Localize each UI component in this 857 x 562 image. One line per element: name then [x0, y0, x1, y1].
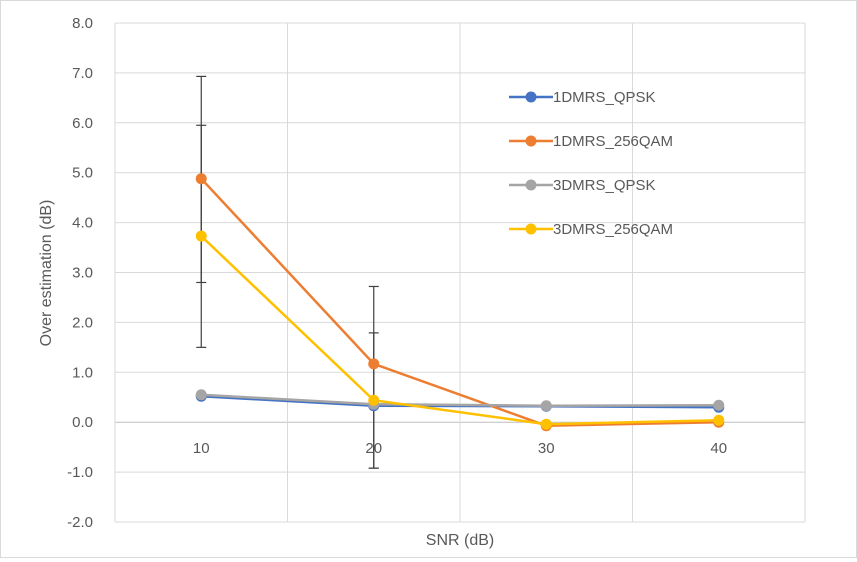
y-tick-label: 5.0	[72, 165, 93, 182]
data-point	[540, 400, 552, 412]
data-point	[195, 173, 207, 185]
data-point	[540, 418, 552, 430]
series-line-3DMRS_QPSK	[201, 393, 719, 407]
y-tick-label: 6.0	[72, 115, 93, 132]
x-axis-ticks: 10 20 30 40	[193, 440, 727, 457]
legend-label: 3DMRS_QPSK	[553, 177, 656, 194]
x-tick-label: 40	[710, 440, 727, 457]
legend-label: 1DMRS_QPSK	[553, 89, 656, 106]
y-axis-label: Over estimation (dB)	[38, 200, 55, 347]
y-axis-ticks: 8.0 7.0 6.0 5.0 4.0 3.0 2.0 1.0 0.0 -1.0 -2.0	[67, 15, 93, 531]
y-tick-label: 0.0	[72, 414, 93, 431]
data-point	[713, 399, 725, 411]
legend-marker	[525, 223, 537, 235]
series-line-1DMRS_256QAM	[200, 177, 719, 427]
y-tick-label: 7.0	[72, 65, 93, 82]
legend-marker	[525, 91, 537, 103]
x-tick-label: 10	[193, 440, 210, 457]
legend: 1DMRS_QPSK 1DMRS_256QAM 3DMRS_QPSK 3DMRS_25…	[509, 89, 673, 238]
series-lines	[195, 173, 725, 432]
series-line-3DMRS_256QAM	[200, 235, 719, 426]
y-tick-label: 8.0	[72, 15, 93, 32]
legend-marker	[525, 135, 537, 147]
y-tick-label: -2.0	[67, 514, 93, 531]
data-point	[195, 389, 207, 401]
y-tick-label: 2.0	[72, 314, 93, 331]
gridlines	[114, 22, 806, 523]
x-axis-label: SNR (dB)	[426, 532, 494, 549]
legend-label: 3DMRS_256QAM	[553, 221, 673, 238]
y-tick-label: 1.0	[72, 364, 93, 381]
x-tick-label: 30	[538, 440, 555, 457]
legend-marker	[525, 179, 537, 191]
data-point	[713, 414, 725, 426]
legend-label: 1DMRS_256QAM	[553, 133, 673, 150]
data-point	[368, 358, 380, 370]
data-point	[195, 230, 207, 242]
y-tick-label: 4.0	[72, 215, 93, 232]
y-tick-label: 3.0	[72, 265, 93, 282]
data-point	[368, 394, 380, 406]
y-tick-label: -1.0	[67, 464, 93, 481]
